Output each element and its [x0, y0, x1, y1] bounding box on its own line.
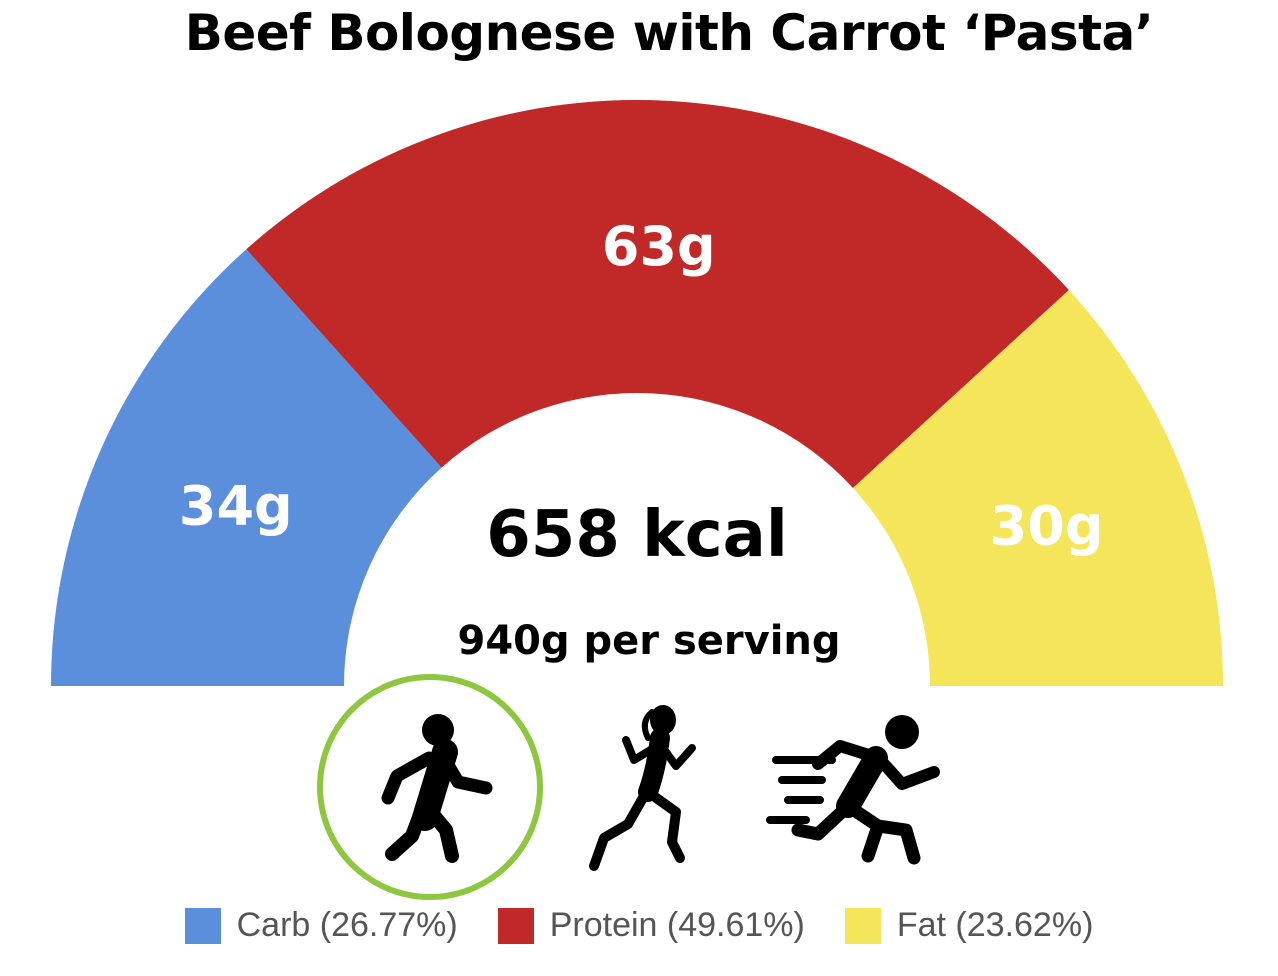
- legend-item-carb[interactable]: Carb (26.77%): [184, 906, 458, 945]
- serving-size: 940g per serving: [457, 618, 840, 664]
- segment-label-protein: 63g: [602, 215, 716, 278]
- legend-swatch-carb: [184, 907, 221, 944]
- activity-icons: [317, 674, 940, 900]
- gauge-segments: [51, 100, 1223, 686]
- segment-label-carb: 34g: [179, 475, 293, 538]
- chart-legend: Carb (26.77%) Protein (49.61%) Fat (23.6…: [0, 906, 1278, 945]
- legend-item-fat[interactable]: Fat (23.62%): [844, 906, 1094, 945]
- legend-label-fat: Fat (23.62%): [896, 906, 1094, 944]
- walking-person-icon[interactable]: [381, 714, 493, 863]
- legend-item-protein[interactable]: Protein (49.61%): [497, 906, 805, 945]
- legend-label-protein: Protein (49.61%): [549, 906, 805, 944]
- segment-label-fat: 30g: [990, 495, 1104, 558]
- selected-activity-ring: [317, 674, 543, 900]
- macro-gauge-chart: 34g 63g 30g 658 kcal 940g per serving: [51, 100, 1223, 900]
- kcal-value: 658 kcal: [486, 498, 788, 572]
- gauge-segment-carb: [51, 249, 442, 686]
- gauge-segment-labels: 34g 63g 30g: [179, 215, 1104, 558]
- gauge-segment-fat: [852, 289, 1223, 686]
- running-woman-icon[interactable]: [589, 705, 696, 871]
- gauge-segment-protein: [246, 100, 1069, 488]
- legend-swatch-protein: [497, 907, 534, 944]
- sprinting-person-icon[interactable]: [766, 715, 940, 865]
- legend-swatch-fat: [844, 907, 881, 944]
- chart-title: Beef Bolognese with Carrot ‘Pasta’: [184, 4, 1154, 62]
- legend-label-carb: Carb (26.77%): [236, 906, 458, 944]
